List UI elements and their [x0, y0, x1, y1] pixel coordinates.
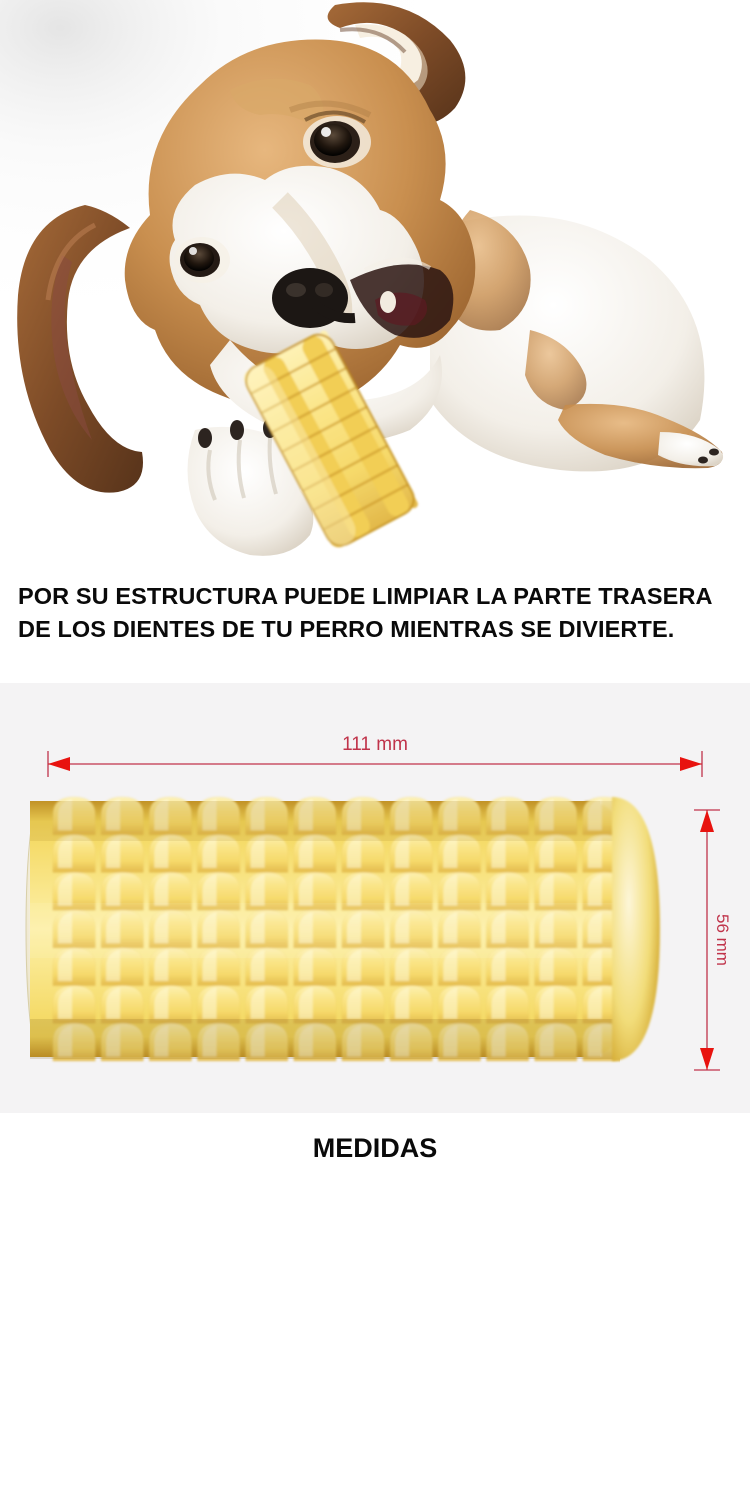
- svg-text:56 mm: 56 mm: [713, 914, 732, 966]
- svg-text:111 mm: 111 mm: [342, 734, 408, 755]
